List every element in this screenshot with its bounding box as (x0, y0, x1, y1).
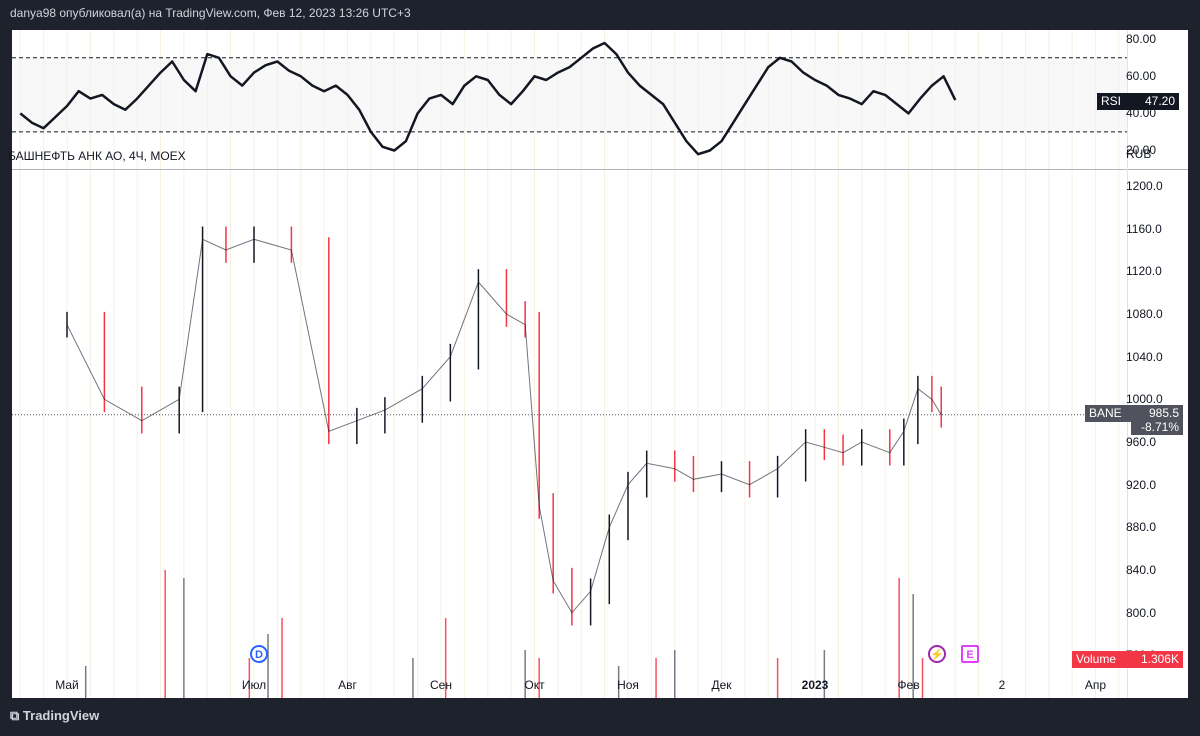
price-y-tick: 840.0 (1126, 563, 1157, 577)
rsi-value: 47.20 (1144, 94, 1175, 108)
time-axis-tick: Май (55, 678, 79, 692)
volume-label: Volume (1076, 652, 1117, 666)
rsi-band-fill (12, 57, 1127, 132)
time-axis-tick: Авг (338, 678, 357, 692)
price-y-tick: 1120.0 (1126, 264, 1162, 279)
volume-badge: Volume 1.306K (1072, 651, 1183, 668)
logo-icon: ⧉ (10, 708, 20, 723)
symbol-badge: BANE (1085, 405, 1131, 422)
rsi-y-tick: 60.00 (1126, 69, 1157, 84)
pane-separator[interactable] (12, 169, 1188, 170)
earnings-icon[interactable]: E (961, 645, 979, 663)
dividend-icon[interactable]: D (250, 645, 268, 663)
rsi-value-badge: RSI 47.20 (1097, 93, 1179, 110)
symbol-title: БАШНЕФТЬ АНК АО, 4Ч, MOEX (8, 149, 186, 163)
chart-panel (12, 30, 1188, 698)
price-change: -8.71% (1140, 420, 1179, 434)
price-y-tick: 1160.0 (1126, 221, 1162, 236)
price-pane (12, 170, 1188, 698)
price-y-tick: 800.0 (1126, 605, 1157, 620)
last-price-value: 985.5 (1148, 406, 1179, 420)
last-price-badge: 985.5 -8.71% (1131, 405, 1183, 435)
rsi-line (19, 41, 957, 156)
time-axis-tick: 2023 (801, 678, 829, 692)
lightning-icon[interactable]: ⚡ (928, 645, 946, 663)
tradingview-logo[interactable]: ⧉ TradingView (10, 708, 99, 724)
time-axis-tick: 2 (998, 678, 1006, 692)
time-axis-tick: Сен (430, 678, 452, 692)
time-axis-tick: Июл (241, 678, 267, 692)
price-scale-divider (1127, 30, 1128, 698)
rsi-chart (12, 30, 1127, 169)
price-y-tick: 1200.0 (1126, 179, 1163, 193)
price-y-tick: 1080.0 (1126, 307, 1163, 321)
price-y-tick: 920.0 (1126, 477, 1157, 492)
logo-text: TradingView (22, 708, 100, 723)
time-axis-tick: Ноя (617, 678, 639, 692)
rsi-label: RSI (1101, 94, 1122, 108)
price-path (66, 238, 942, 614)
price-y-tick: 1040.0 (1126, 349, 1163, 364)
currency-label: RUB (1126, 147, 1152, 161)
rsi-y-tick: 20.00 (1126, 143, 1157, 158)
price-y-tick: 960.0 (1126, 435, 1157, 449)
rsi-y-tick: 80.00 (1126, 32, 1157, 47)
price-chart[interactable] (12, 170, 1188, 698)
price-y-tick: 1000.0 (1126, 392, 1163, 407)
time-axis-tick: Дек (711, 678, 732, 692)
rsi-pane (12, 30, 1188, 169)
volume-value: 1.306K (1140, 652, 1179, 666)
time-axis-tick: Апр (1084, 678, 1107, 692)
price-y-tick: 880.0 (1126, 520, 1157, 535)
time-axis-tick: Окт (524, 678, 545, 692)
publisher-info: danya98 опубликовал(а) на TradingView.co… (10, 6, 411, 20)
time-axis-tick: Фев (897, 678, 920, 692)
